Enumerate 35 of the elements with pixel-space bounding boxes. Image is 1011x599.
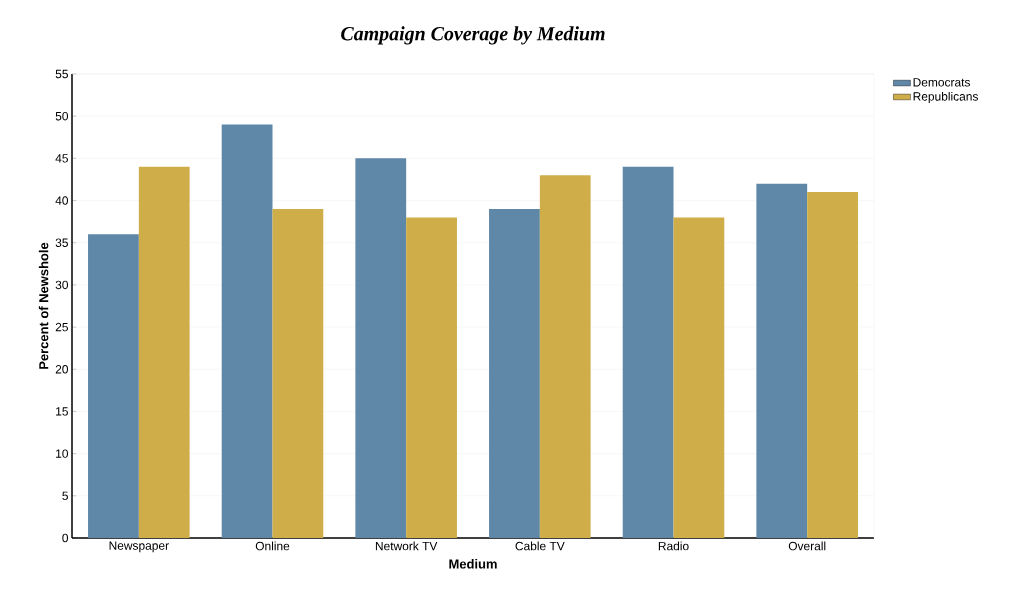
y-tick-label: 25 — [55, 322, 68, 332]
x-tick-label: Radio — [658, 541, 689, 551]
bar — [138, 166, 190, 538]
bar — [221, 124, 273, 538]
x-tick-label: Newspaper — [109, 541, 169, 553]
x-tick-label: Network TV — [375, 541, 438, 551]
bar — [673, 217, 725, 538]
bar — [88, 234, 139, 538]
bar — [807, 192, 858, 538]
bar — [406, 217, 457, 538]
y-tick-label: 5 — [62, 491, 68, 500]
bar — [272, 208, 324, 538]
legend-label: Democrats — [913, 78, 970, 87]
y-tick-label: 15 — [56, 407, 68, 416]
bar — [622, 166, 674, 538]
y-tick-label: 30 — [55, 280, 69, 290]
y-axis-title: Percent of Newshole — [38, 242, 49, 369]
chart-title: Campaign Coverage by Medium — [341, 26, 605, 45]
x-axis-title: Medium — [449, 559, 497, 569]
y-tick-label: 45 — [55, 154, 68, 163]
bar — [756, 183, 808, 538]
x-tick-label: Cable TV — [515, 541, 565, 551]
y-tick-label: 35 — [55, 238, 68, 247]
bar — [489, 208, 540, 538]
legend-label: Republicans — [913, 91, 978, 104]
y-tick-label: 10 — [56, 449, 69, 458]
y-tick-label: 20 — [55, 365, 69, 374]
x-tick-label: Online — [255, 541, 290, 551]
bar — [355, 158, 407, 538]
y-tick-label: 0 — [62, 533, 69, 543]
y-tick-label: 40 — [55, 196, 69, 205]
y-tick-label: 50 — [55, 111, 69, 121]
x-tick-label: Overall — [788, 541, 826, 551]
bar — [539, 175, 591, 538]
y-tick-label: 55 — [55, 69, 68, 79]
